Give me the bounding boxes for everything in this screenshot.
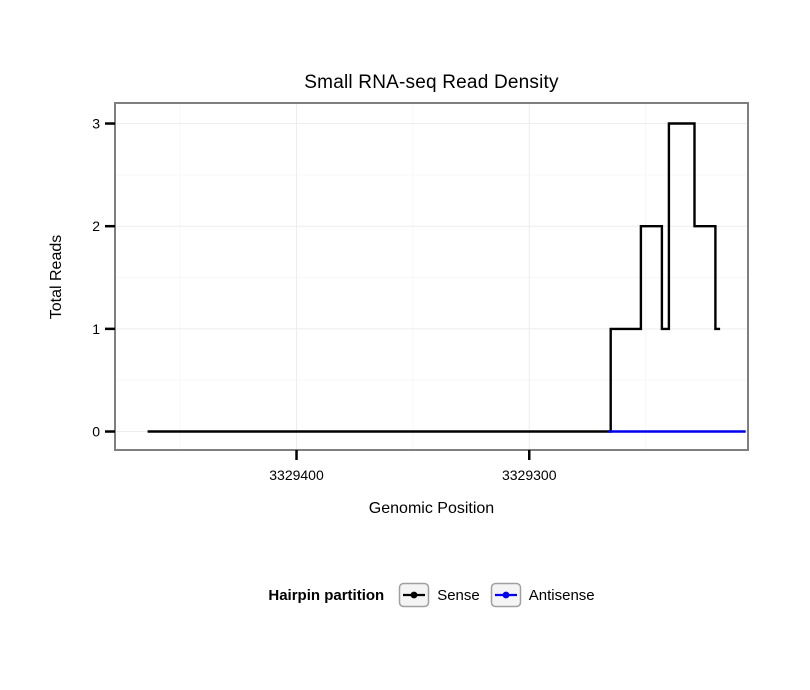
legend-key-point (410, 591, 418, 599)
legend-label-antisense: Antisense (528, 586, 595, 604)
legend-label-sense: Sense (437, 586, 480, 604)
axes: 3329400 3329300 0 1 2 3 (92, 102, 749, 483)
legend-key-point (502, 591, 510, 599)
legend-key-antisense-icon (490, 582, 521, 608)
x-axis-title: Genomic Position (368, 500, 495, 517)
gridlines (115, 103, 748, 450)
series-line-sense (147, 122, 721, 433)
x-tick-label: 3329300 (502, 467, 557, 483)
legend-item-antisense: Antisense (490, 582, 595, 608)
panel-border (114, 102, 749, 451)
x-tick-label: 3329400 (269, 467, 324, 483)
legend: Hairpin partition Sense Antisense (115, 582, 748, 608)
series-lines (147, 122, 746, 433)
legend-item-sense: Sense (398, 582, 480, 608)
y-tick-label: 1 (92, 321, 100, 337)
chart-title: Small RNA-seq Read Density (304, 72, 559, 93)
plot-canvas: 3329400 3329300 0 1 2 3 (92, 102, 749, 483)
y-tick-label: 2 (92, 218, 100, 234)
y-axis-title: Total Reads (48, 234, 65, 320)
y-tick-label: 0 (92, 424, 100, 440)
legend-key-sense-icon (398, 582, 430, 608)
legend-title: Hairpin partition (268, 586, 385, 604)
y-tick-label: 3 (92, 116, 100, 132)
